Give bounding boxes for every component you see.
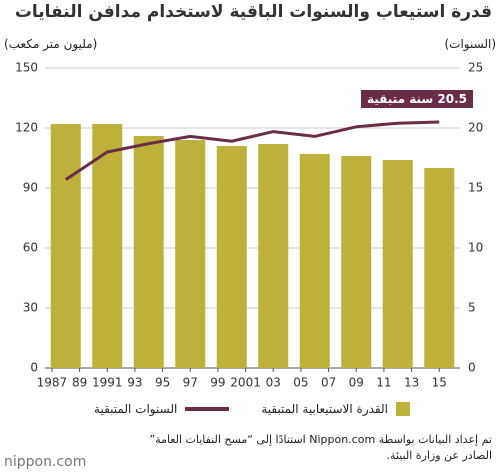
- y2-tick-label: 20: [468, 121, 483, 135]
- x-tick-label: 09: [349, 376, 364, 390]
- x-tick-label: 15: [432, 376, 447, 390]
- annotation: 20.5 سنة متبقية: [361, 90, 473, 108]
- x-tick-label: 1991: [92, 376, 123, 390]
- bar: [424, 168, 455, 368]
- legend-swatch: [396, 402, 410, 416]
- bar: [216, 146, 247, 368]
- y2-tick-label: 25: [468, 61, 483, 75]
- y2-tick-label: 10: [468, 241, 483, 255]
- x-tick-label: 97: [183, 376, 198, 390]
- bar: [133, 136, 164, 368]
- source-line: تم إعداد البيانات بواسطة Nippon.com استن…: [149, 433, 492, 446]
- y2-tick-label: 15: [468, 181, 483, 195]
- bar: [299, 154, 330, 368]
- bar: [382, 160, 413, 368]
- bar: [92, 124, 123, 368]
- legend-label: القدرة الاستيعابية المتبقية: [261, 402, 388, 416]
- x-tick-label: 13: [404, 376, 419, 390]
- line: [64, 120, 440, 181]
- x-tick-label: 93: [127, 376, 142, 390]
- bar: [175, 140, 206, 368]
- y2-axis-label: (السنوات): [444, 37, 496, 51]
- y2-tick-label: 0: [468, 361, 476, 375]
- legend: القدرة الاستيعابية المتبقية السنوات المت…: [94, 402, 410, 416]
- y-tick-label: 60: [23, 241, 38, 255]
- x-tick-label: 1987: [37, 376, 68, 390]
- x-tick-label: 89: [72, 376, 87, 390]
- x-tick-label: 05: [293, 376, 308, 390]
- logo: nippon.com: [4, 454, 87, 470]
- bar: [50, 124, 81, 368]
- bar: [258, 144, 289, 368]
- y-tick-label: 30: [23, 301, 38, 315]
- y-tick-label: 120: [15, 121, 38, 135]
- x-tick-label: 2001: [230, 376, 261, 390]
- y-axis-label: (مليون متر مكعب): [4, 37, 98, 51]
- y-tick-label: 150: [15, 61, 38, 75]
- legend-swatch: [185, 407, 230, 411]
- x-tick-label: 99: [210, 376, 225, 390]
- x-tick-label: 03: [266, 376, 281, 390]
- x-tick-label: 07: [321, 376, 336, 390]
- source: تم إعداد البيانات بواسطة Nippon.com استن…: [149, 432, 492, 464]
- y2-tick-label: 5: [468, 301, 476, 315]
- source-line: الصادر عن وزارة البيئة.: [386, 449, 492, 462]
- x-tick-label: 95: [155, 376, 170, 390]
- x-tick-label: 11: [376, 376, 391, 390]
- legend-label: السنوات المتبقية: [94, 402, 178, 416]
- chart-title: قدرة استيعاب والسنوات الباقية لاستخدام م…: [14, 2, 492, 22]
- y-tick-label: 0: [30, 361, 38, 375]
- y-tick-label: 90: [23, 181, 38, 195]
- bar: [341, 156, 372, 368]
